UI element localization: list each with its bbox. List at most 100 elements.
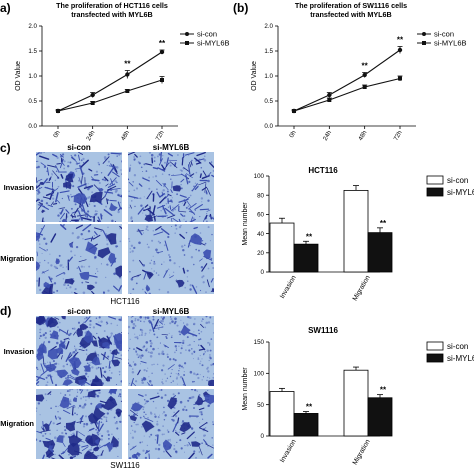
cell-dot: [98, 163, 101, 166]
cell-dot: [180, 365, 183, 368]
cell-cluster: [111, 349, 119, 356]
cell-dot: [207, 366, 209, 369]
bar: [293, 243, 319, 273]
cell-streak: [41, 269, 49, 274]
cell-dot: [177, 392, 180, 395]
y-tick-label: 1.5: [28, 48, 37, 55]
cell-dot: [120, 169, 122, 171]
cell-dot: [184, 445, 186, 447]
cell-dot: [169, 440, 172, 442]
cell-streak: [140, 360, 147, 364]
legend-label: si-con: [434, 30, 454, 39]
cell-streak: [98, 423, 104, 432]
bar: [343, 189, 369, 273]
cell-dot: [158, 153, 162, 156]
bar: [269, 222, 295, 273]
cell-dot: [71, 327, 74, 330]
cell-dot: [119, 420, 122, 424]
cell-streak: [156, 251, 164, 254]
x-tick-label: Invasion: [279, 274, 298, 300]
cell-dot: [162, 413, 164, 415]
cell-streak: [158, 321, 164, 325]
cell-dot: [142, 449, 145, 452]
cell-dot: [97, 353, 99, 356]
cell-streak: [119, 225, 122, 230]
cell-dot: [146, 243, 148, 245]
cell-dot: [175, 227, 178, 230]
cell-dot: [149, 411, 152, 414]
cell-dot: [157, 447, 161, 451]
cell-dot: [82, 157, 85, 161]
legend-swatch: [426, 175, 444, 185]
cell-dot: [88, 265, 91, 268]
cell-dot: [98, 321, 100, 323]
cell-dot: [144, 316, 147, 319]
cell-dot: [209, 377, 211, 379]
cell-dot: [86, 389, 89, 392]
cell-dot: [114, 180, 117, 183]
cell-dot: [146, 225, 149, 228]
bar: [293, 413, 319, 437]
cell-streak: [73, 331, 76, 336]
cell-dot: [193, 380, 195, 383]
cell-streak: [163, 162, 170, 170]
cell-streak: [121, 332, 122, 334]
cell-streak: [73, 351, 79, 358]
cell-streak: [52, 187, 54, 194]
cell-streak: [107, 166, 115, 177]
cell-dot: [170, 318, 173, 321]
cell-streak: [91, 290, 95, 294]
cell-dot: [173, 448, 176, 451]
cell-dot: [103, 156, 107, 159]
cell-dot: [70, 193, 72, 196]
cell-dot: [113, 272, 116, 276]
cell-dot: [143, 415, 145, 418]
bar-chart-sw1116: SW1116 0 50 100 150 Mean number ** Invasion ** M…: [242, 326, 474, 466]
cell-dot: [39, 334, 42, 338]
cell-cluster: [49, 330, 59, 340]
cell-dot: [106, 430, 110, 433]
column-label-si-con: si-con: [67, 143, 91, 152]
cell-streak: [202, 170, 207, 177]
cell-dot: [173, 411, 175, 413]
cell-dot: [69, 220, 72, 222]
data-point: [160, 78, 164, 82]
cell-dot: [172, 380, 174, 382]
line-chart-hct116: The proliferation of HCT116 cells transf…: [15, 1, 230, 142]
cell-dot: [117, 352, 120, 355]
cell-dot: [133, 363, 137, 366]
cell-cluster: [76, 328, 83, 338]
cell-dot: [199, 374, 201, 376]
cell-cluster: [146, 271, 154, 280]
cell-streak: [90, 236, 94, 242]
cell-dot: [182, 408, 185, 411]
cell-dot: [205, 291, 207, 293]
cell-dot: [83, 321, 85, 323]
cell-dot: [150, 259, 152, 261]
cell-dot: [41, 252, 43, 255]
cell-dot: [164, 394, 167, 396]
micrograph-image: [36, 152, 122, 222]
cell-cluster: [92, 374, 100, 383]
cell-dot: [185, 323, 189, 326]
cell-dot: [152, 230, 154, 232]
cell-dot: [98, 181, 101, 185]
cell-dot: [89, 326, 91, 329]
cell-dot: [102, 178, 105, 181]
cell-dot: [63, 272, 66, 275]
cell-dot: [55, 170, 58, 173]
cell-dot: [171, 197, 173, 199]
cell-dot: [140, 357, 142, 359]
cell-dot: [163, 406, 165, 409]
cell-dot: [200, 197, 204, 200]
cell-streak: [149, 395, 160, 400]
cell-cluster: [115, 342, 121, 349]
cell-dot: [141, 288, 144, 291]
cell-dot: [128, 364, 132, 367]
cell-dot: [76, 267, 78, 269]
cell-dot: [36, 438, 38, 441]
cell-dot: [131, 200, 133, 202]
cell-cluster: [90, 340, 98, 347]
cell-dot: [204, 326, 207, 329]
cell-dot: [180, 245, 184, 248]
